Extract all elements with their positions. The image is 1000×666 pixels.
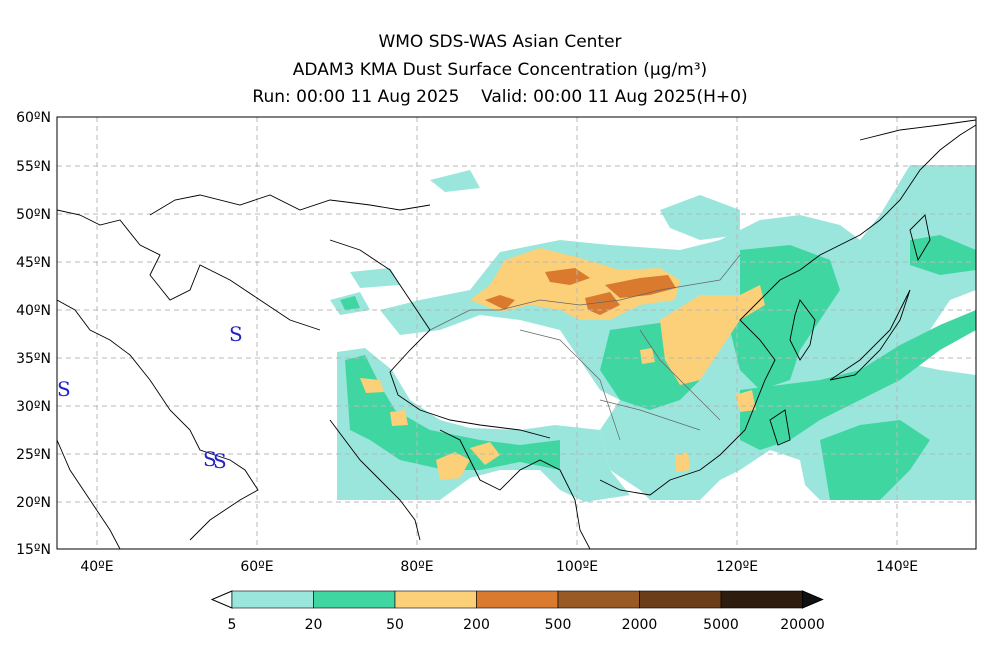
- map-plot-area: S S S S: [57, 117, 976, 549]
- colorbar-tick-label: 20000: [780, 617, 825, 633]
- lat-label: 20ºN: [16, 495, 51, 511]
- lat-label: 50ºN: [16, 207, 51, 223]
- colorbar-tick-label: 200: [463, 617, 490, 633]
- lon-label: 80ºE: [400, 559, 433, 575]
- latitude-labels: 60ºN 55ºN 50ºN 45ºN 40ºN 35ºN 30ºN 25ºN …: [16, 110, 51, 558]
- lat-label: 30ºN: [16, 399, 51, 415]
- lat-label: 25ºN: [16, 447, 51, 463]
- colorbar-boxes: [210, 590, 824, 609]
- colorbar-tick-label: 2000: [622, 617, 658, 633]
- longitude-labels: 40ºE 60ºE 80ºE 100ºE 120ºE 140ºE: [80, 559, 918, 575]
- storm-marker: S: [203, 447, 217, 471]
- country-borders: [429, 254, 741, 441]
- colorbar-box: [313, 590, 396, 609]
- colorbar-tick-label: 20: [305, 617, 323, 633]
- storm-marker: S: [213, 449, 227, 473]
- dust-concentration-field: [330, 165, 976, 502]
- colorbar-tick-label: 5000: [703, 617, 739, 633]
- lon-label: 140ºE: [876, 559, 918, 575]
- colorbar-tick-label: 500: [545, 617, 572, 633]
- storm-marker: S: [229, 322, 243, 346]
- map-frame: [56, 116, 977, 550]
- coastlines-and-borders: [57, 119, 976, 549]
- lat-label: 55ºN: [16, 159, 51, 175]
- colorbar-tick-label: 50: [386, 617, 404, 633]
- run-valid-line: Run: 00:00 11 Aug 2025 Valid: 00:00 11 A…: [0, 87, 1000, 107]
- map-title: WMO SDS-WAS Asian Center: [378, 32, 622, 52]
- lat-label: 40ºN: [16, 303, 51, 319]
- colorbar-box: [476, 590, 559, 609]
- colorbar-box: [557, 590, 640, 609]
- lon-label: 100ºE: [556, 559, 598, 575]
- lon-label: 40ºE: [80, 559, 113, 575]
- colorbar-box: [639, 590, 722, 609]
- colorbar-ticks: 5 20 50 200 500 2000 5000 20000: [228, 617, 825, 633]
- lat-label: 45ºN: [16, 255, 51, 271]
- valid-time: Valid: 00:00 11 Aug 2025(H+0): [481, 87, 748, 107]
- colorbar-box: [231, 590, 314, 609]
- lon-label: 60ºE: [240, 559, 273, 575]
- storm-markers: S S S S: [57, 322, 243, 473]
- colorbar-box: [720, 590, 803, 609]
- run-time: Run: 00:00 11 Aug 2025: [252, 87, 460, 107]
- map-subtitle: ADAM3 KMA Dust Surface Concentration (μg…: [292, 60, 708, 80]
- storm-marker: S: [57, 377, 71, 401]
- colorbar-under-arrow: [210, 590, 233, 609]
- colorbar-tick-label: 5: [228, 617, 237, 633]
- colorbar-over-arrow: [802, 590, 824, 609]
- colorbar-box: [394, 590, 477, 609]
- graticule-lines: [57, 117, 976, 549]
- lon-label: 120ºE: [716, 559, 758, 575]
- lat-label: 60ºN: [16, 110, 51, 126]
- lat-label: 15ºN: [16, 542, 51, 558]
- lat-label: 35ºN: [16, 351, 51, 367]
